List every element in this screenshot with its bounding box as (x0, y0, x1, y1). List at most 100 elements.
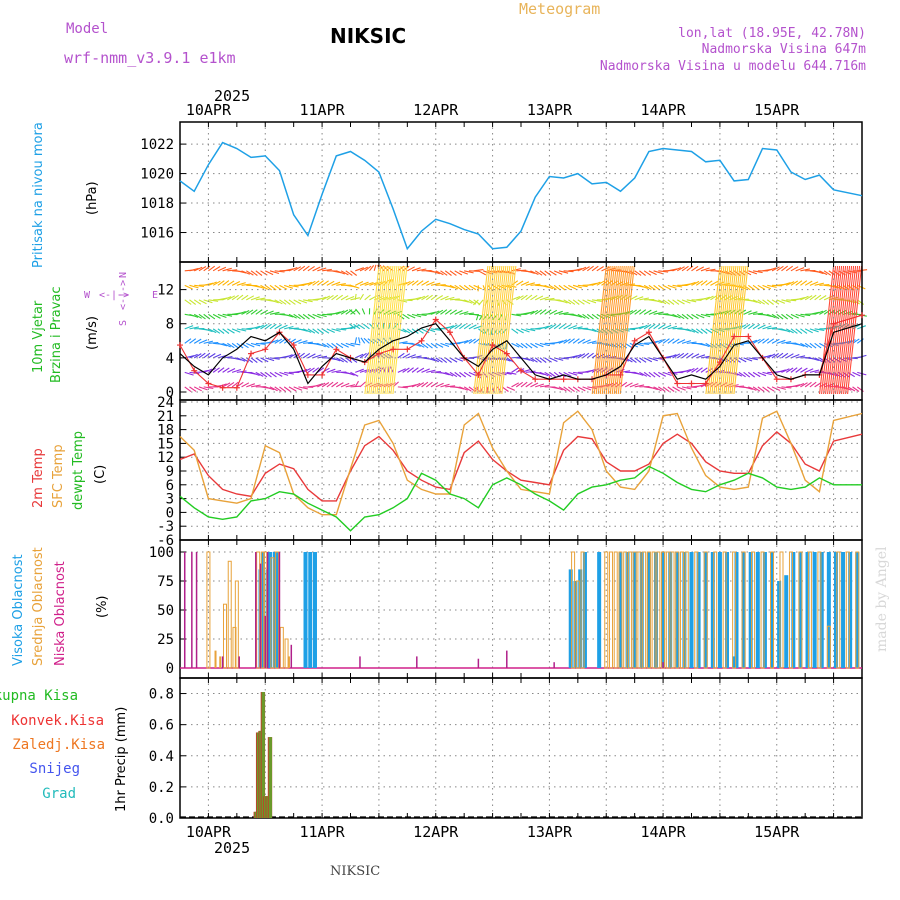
wind-arrow (648, 371, 656, 378)
wind-arrow (743, 371, 751, 378)
mid-cloud-bar (732, 551, 737, 669)
temp-ytick-label: -3 (157, 519, 174, 535)
cloud-ytick-label: 0 (166, 661, 174, 677)
wind-arrow (435, 295, 443, 301)
wind-arrow (340, 270, 349, 276)
wind-arrow (748, 284, 755, 291)
cloud-ytick-label: 25 (157, 632, 174, 648)
wind-arrow (667, 371, 678, 375)
wind-arrow (411, 267, 421, 272)
wind-arrow (189, 386, 197, 392)
wind-side-label-1: 10m Vjetar (31, 300, 46, 373)
wind-arrow (326, 328, 335, 333)
wind-gust-marker (731, 333, 738, 340)
wind-front-band (619, 265, 635, 395)
wind-arrow (298, 299, 308, 304)
mid-cloud-bar (604, 551, 609, 669)
wind-arrow (326, 381, 334, 388)
wind-arrow (681, 368, 691, 373)
wind-arrow (321, 382, 330, 388)
wind-arrow (800, 328, 808, 334)
legend-konvek-kisa: Konvek.Kisa (11, 713, 104, 729)
wind-arrow (733, 371, 743, 377)
wind-arrow (700, 342, 710, 348)
wind-arrow (312, 266, 321, 272)
high-cloud-bar (272, 552, 277, 668)
wind-gust-marker (390, 346, 397, 353)
wind-arrow (795, 280, 803, 286)
wind-arrow (359, 352, 367, 359)
wind-arrow (350, 371, 359, 377)
wind-arrow (274, 324, 282, 330)
low-cloud-bar (183, 552, 186, 668)
year-bottom: 2025 (214, 839, 250, 857)
wind-arrow (577, 266, 587, 272)
mid-cloud-bar (665, 551, 670, 669)
wind-arrow (222, 328, 230, 334)
wind-arrow (549, 357, 558, 363)
wind-arrow (445, 296, 455, 301)
high-cloud-bar (632, 552, 637, 668)
wind-arrow (274, 338, 283, 344)
wind-arrow (809, 342, 817, 349)
wind-arrow (236, 370, 247, 373)
wind-arrow (591, 299, 602, 302)
wind-arrow (303, 299, 313, 303)
low-cloud-bar (264, 615, 266, 668)
wind-arrow (350, 309, 358, 315)
wind-arrow (331, 357, 341, 362)
wind-arrow (776, 299, 786, 304)
mid-cloud-bar (675, 551, 680, 669)
wind-arrow (634, 325, 644, 330)
wind-arrow (345, 357, 353, 364)
wind-arrow (648, 357, 658, 362)
wind-arrow (643, 324, 652, 330)
wind-arrow (752, 270, 763, 274)
wind-arrow (435, 382, 444, 388)
wind-arrow (515, 280, 524, 286)
wind-arrow (743, 284, 751, 291)
high-cloud-bar (770, 552, 775, 668)
wind-arrow (591, 281, 601, 286)
wind-arrow (629, 309, 638, 315)
wind-arrow (222, 296, 232, 301)
high-cloud-bar (755, 552, 760, 668)
wind-arrow (407, 354, 416, 359)
wind-arrow (534, 295, 544, 301)
wind-arrow (411, 355, 422, 359)
wind-arrow (672, 299, 680, 305)
wind-arrow (534, 270, 543, 276)
wind-arrow (435, 309, 444, 315)
wind-arrow (662, 371, 672, 377)
wind-front-band (384, 265, 400, 395)
wind-arrow (681, 386, 692, 390)
wind-arrow (184, 371, 194, 376)
wind-arrow (250, 357, 258, 364)
wind-arrow (355, 368, 364, 373)
wind-gust-marker (262, 346, 269, 353)
wind-arrow (520, 342, 528, 349)
mid-cloud-bar (234, 580, 239, 669)
wind-arrow (307, 367, 315, 373)
wind-front-band (487, 265, 503, 395)
wind-arrow (321, 342, 330, 348)
wind-arrow (317, 267, 327, 272)
wind-arrow (260, 324, 268, 330)
cloud-ytick-label: 50 (157, 603, 174, 619)
high-cloud-bar (661, 552, 666, 668)
wind-arrow (667, 386, 675, 392)
wind-arrow (781, 368, 790, 373)
wind-arrow (520, 294, 528, 301)
wind-arrow (667, 313, 678, 318)
wind-arrow (662, 338, 670, 344)
wind-arrow (231, 368, 242, 373)
wind-arrow (203, 352, 211, 359)
wind-arrow (511, 328, 519, 334)
wind-front-band (719, 265, 735, 395)
wind-arrow (639, 357, 647, 363)
wind-arrow (336, 310, 345, 315)
wind-arrow (634, 371, 644, 376)
wind-arrow (454, 310, 463, 315)
wind-arrow (402, 367, 410, 373)
wind-arrow (264, 371, 272, 378)
